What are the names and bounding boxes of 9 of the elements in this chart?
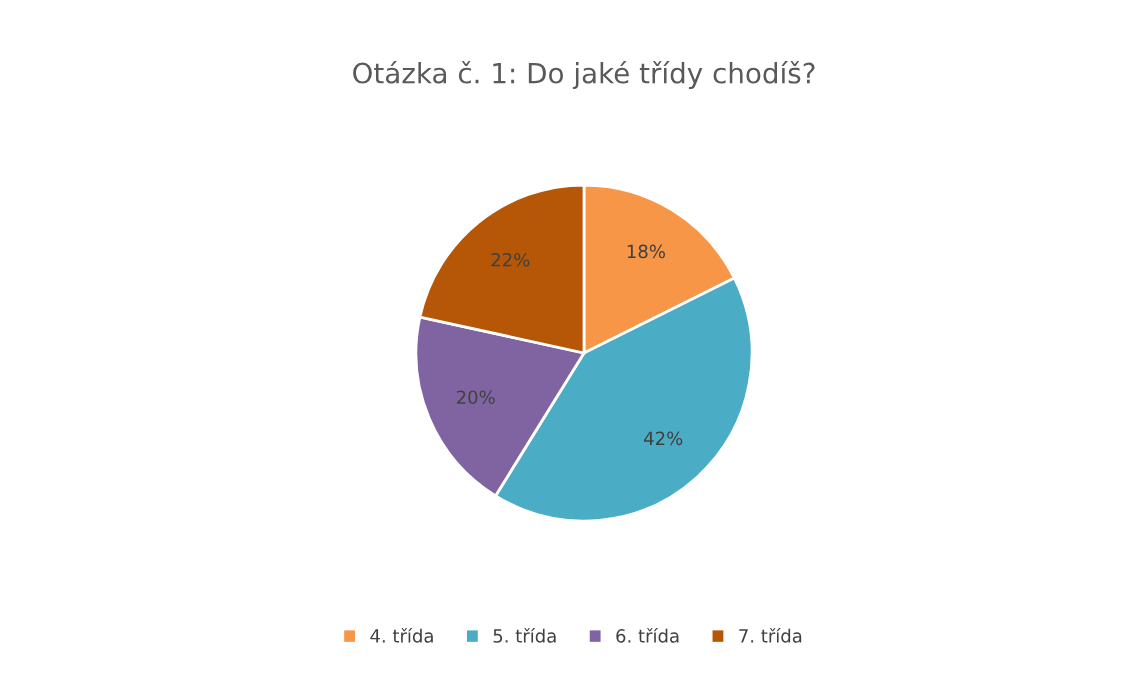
legend-label: 5. třída xyxy=(493,628,556,643)
data-label: 42% xyxy=(644,431,683,446)
legend-label: 7. třída xyxy=(739,628,802,643)
chart-title: Otázka č. 1: Do jaké třídy chodíš? xyxy=(353,61,815,89)
legend-label: 4. třída xyxy=(370,628,433,643)
data-label: 20% xyxy=(456,390,495,405)
data-label: 22% xyxy=(491,252,530,267)
legend-label: 6. třída xyxy=(616,628,679,643)
data-label: 18% xyxy=(627,244,665,259)
